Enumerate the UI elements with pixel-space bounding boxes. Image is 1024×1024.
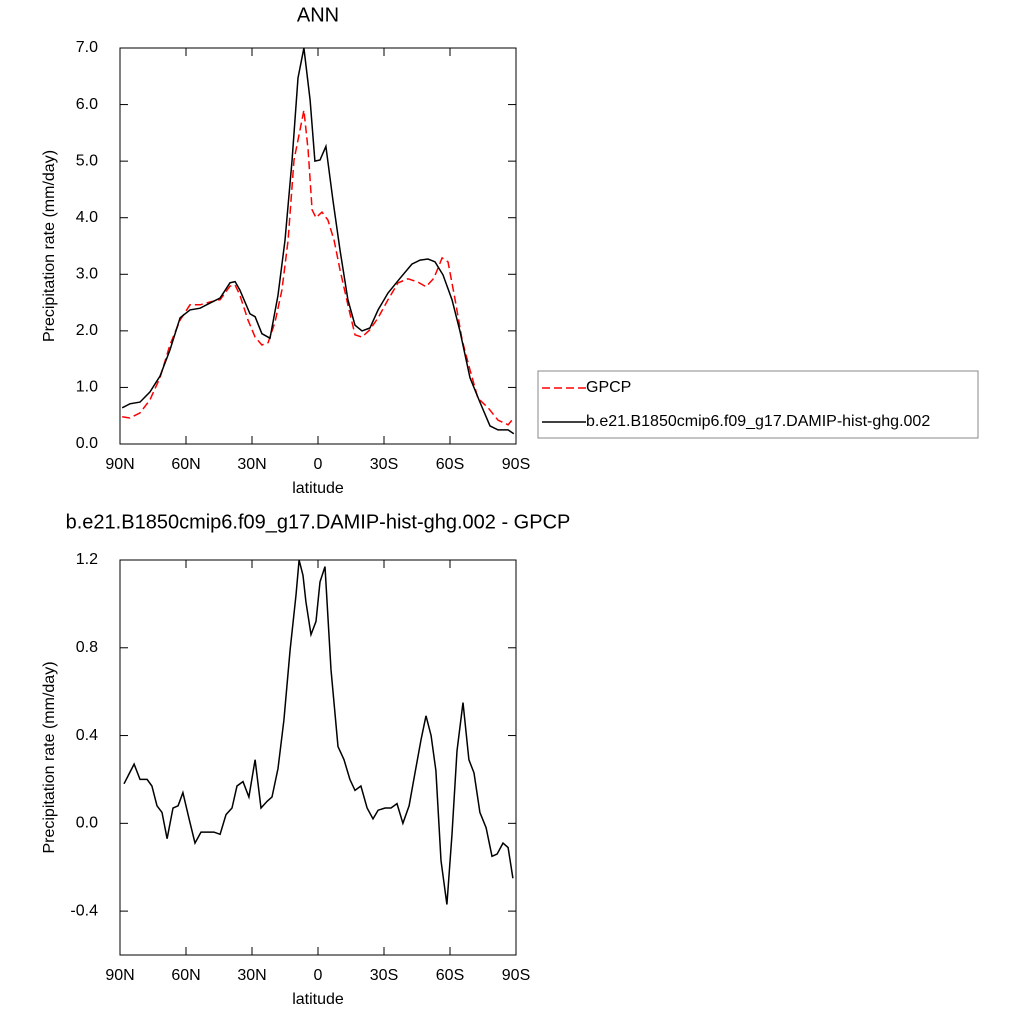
y-tick-label: 1.2: [76, 551, 98, 568]
x-tick-label: 90N: [105, 456, 134, 473]
data-line: [121, 47, 515, 435]
x-tick-label: 60N: [171, 967, 200, 984]
data-line: [122, 110, 515, 426]
y-tick-label: 6.0: [76, 96, 98, 113]
x-tick-label: 90S: [502, 967, 530, 984]
y-tick-label: 2.0: [76, 322, 98, 339]
x-tick-label: 60S: [436, 456, 464, 473]
x-tick-label: 30S: [370, 967, 398, 984]
x-tick-label: 0: [314, 967, 323, 984]
plot-frame: [119, 559, 517, 956]
x-tick-label: 90N: [105, 967, 134, 984]
y-tick-label: 0.4: [76, 727, 98, 744]
y-axis-label: Precipitation rate (mm/day): [41, 150, 58, 342]
x-axis-label: latitude: [292, 480, 344, 497]
y-tick-label: 0.0: [76, 435, 98, 452]
x-tick-label: 90S: [502, 456, 530, 473]
x-tick-label: 60S: [436, 967, 464, 984]
y-tick-label: 5.0: [76, 152, 98, 169]
y-tick-label: 4.0: [76, 209, 98, 226]
y-tick-label: 3.0: [76, 266, 98, 283]
x-axis-label: latitude: [292, 991, 344, 1008]
x-tick-label: 0: [314, 456, 323, 473]
plot-frame: [119, 47, 517, 445]
y-tick-label: 1.0: [76, 379, 98, 396]
y-tick-label: 0.8: [76, 639, 98, 656]
legend-label: b.e21.B1850cmip6.f09_g17.DAMIP-hist-ghg.…: [586, 413, 930, 430]
y-axis-label: Precipitation rate (mm/day): [41, 661, 58, 853]
x-tick-label: 30N: [237, 967, 266, 984]
data-line: [123, 559, 514, 905]
x-tick-label: 30N: [237, 456, 266, 473]
y-tick-label: -0.4: [70, 902, 98, 919]
legend-box: [537, 370, 979, 439]
y-tick-label: 7.0: [76, 39, 98, 56]
y-tick-label: 0.0: [76, 815, 98, 832]
legend-label: GPCP: [586, 379, 631, 396]
x-tick-label: 30S: [370, 456, 398, 473]
x-tick-label: 60N: [171, 456, 200, 473]
chart-title: b.e21.B1850cmip6.f09_g17.DAMIP-hist-ghg.…: [66, 511, 571, 533]
chart-title: ANN: [297, 4, 339, 26]
